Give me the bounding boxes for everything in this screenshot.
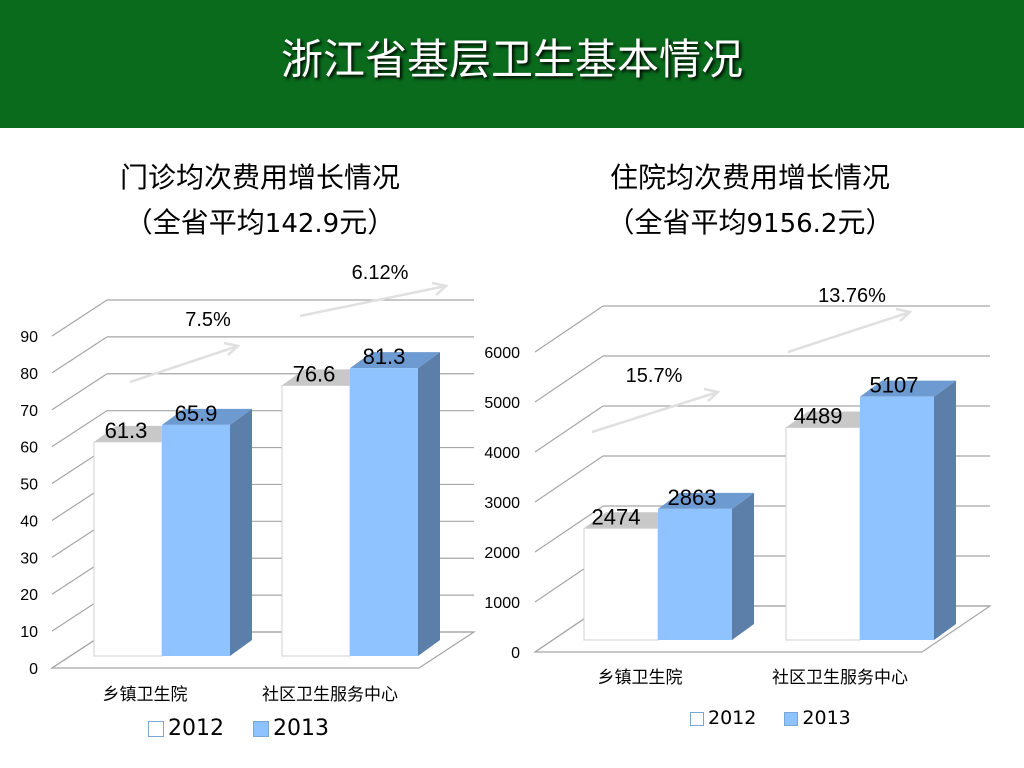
chart-1-y-tick-label: 50: [20, 477, 38, 494]
chart-2-growth-arrowhead: [895, 307, 913, 322]
chart-1-y-tick-label: 0: [29, 661, 38, 678]
chart-2-floor: [533, 605, 992, 653]
chart-2-growth-arrow: [787, 310, 911, 354]
chart-1-bar-2013-label: 65.9: [175, 401, 218, 426]
chart-1-bar-2012-top: [282, 369, 372, 386]
chart-2-y-tick-label: 4000: [484, 445, 520, 462]
chart-2-grid-slant: [534, 505, 604, 553]
chart-1-growth-annotation: 6.12%: [352, 262, 409, 284]
chart-1-grid-slant: [51, 373, 108, 411]
legend-swatch-2012: [148, 721, 164, 737]
chart-1-y-tick-label: 60: [20, 440, 38, 457]
chart-1-floor: [49, 631, 477, 669]
chart-2-bar-2012-top: [786, 411, 882, 428]
chart-2-growth-annotation: 15.7%: [626, 365, 683, 387]
chart-2-growth-annotation: 13.76%: [818, 285, 886, 307]
chart-2-y-tick-label: 3000: [484, 495, 520, 512]
chart-2-y-tick-label: 6000: [484, 345, 520, 362]
chart-1-y-tick-label: 70: [20, 403, 38, 420]
chart-1-grid-slant: [51, 336, 108, 374]
chart-2-grid-slant: [534, 455, 604, 503]
chart-1-subtitle: （全省平均142.9元）: [124, 206, 396, 239]
chart-1-bar-2013: [350, 368, 418, 656]
chart-1-bar-2012-label: 76.6: [293, 361, 336, 386]
chart-1-bar-2012: [281, 384, 351, 657]
chart-2-bar-2013-top: [658, 492, 754, 509]
chart-2-x-category-label: 社区卫生服务中心: [772, 668, 908, 688]
chart-1-growth-arrowhead: [431, 281, 449, 296]
chart-1-y-tick-label: 90: [20, 329, 38, 346]
legend-swatch-2013: [253, 721, 269, 737]
chart-2-bar-2013-label: 5107: [870, 373, 919, 398]
chart-1-bar-2013-side: [418, 352, 440, 656]
legend-swatch-2013: [784, 711, 799, 726]
chart-2-y-tick-label: 5000: [484, 395, 520, 412]
chart-1-bar-2012-top: [94, 425, 184, 442]
chart-1-bar-2012-label: 61.3: [105, 418, 148, 443]
chart-2-bar-2013: [658, 508, 732, 640]
chart-2-bar-2013: [860, 396, 934, 640]
title-banner: [0, 0, 1024, 128]
chart-2-growth-arrow: [591, 390, 719, 434]
chart-1-x-category-label: 乡镇卫生院: [103, 685, 188, 705]
chart-1-grid-slant: [51, 299, 108, 337]
chart-2-y-tick-label: 2000: [484, 545, 520, 562]
slide-title: 浙江省基层卫生基本情况: [280, 35, 743, 84]
chart-2-y-tick-label: 1000: [484, 595, 520, 612]
chart-1-growth-annotation: 7.5%: [185, 309, 231, 331]
chart-2-title: 住院均次费用增长情况: [609, 161, 890, 194]
chart-2-y-tick-label: 0: [511, 645, 520, 662]
legend-item-2012: 2012: [148, 716, 224, 741]
legend-item-2012: 2012: [690, 707, 756, 729]
chart-1-y-tick-label: 40: [20, 513, 38, 530]
legend-swatch-2012: [690, 711, 704, 726]
chart-1-bar-2012: [93, 441, 163, 657]
chart-2-bar-2012: [785, 427, 861, 641]
chart-1-title: 门诊均次费用增长情况: [119, 161, 400, 194]
chart-2-bar-2013-label: 2863: [668, 485, 717, 510]
chart-2-bar-2013-side: [732, 492, 754, 640]
chart-1-bar-2013-top: [162, 408, 252, 425]
chart-2-bar-2013-top: [860, 380, 956, 397]
chart-2-bar-2013-side: [934, 380, 956, 640]
chart-2-legend: 2012 2013: [690, 707, 873, 729]
legend-item-2013: 2013: [784, 707, 851, 729]
chart-1-y-tick-label: 80: [20, 366, 38, 383]
chart-1-bar-2013-label: 81.3: [363, 344, 406, 369]
chart-1-bar-2013: [162, 424, 230, 656]
chart-1-grid-slant: [51, 410, 108, 448]
chart-2-growth-arrowhead: [703, 387, 721, 402]
chart-2-subtitle: （全省平均9156.2元）: [606, 206, 894, 239]
chart-1-y-tick-label: 30: [20, 550, 38, 567]
chart-2-grid-slant: [534, 305, 604, 353]
chart-2-grid-slant: [534, 405, 604, 453]
chart-1-x-category-label: 社区卫生服务中心: [262, 685, 398, 705]
chart-1-bar-2013-top: [350, 352, 440, 369]
chart-2-bar-2012-top: [584, 512, 680, 529]
chart-1-growth-arrow: [129, 344, 239, 384]
legend-item-2013: 2013: [253, 716, 329, 741]
chart-1-y-tick-label: 10: [20, 624, 38, 641]
chart-1-legend: 2012 2013: [148, 716, 351, 741]
chart-2-bar-2012-label: 4489: [794, 404, 843, 429]
chart-1-y-tick-label: 20: [20, 587, 38, 604]
chart-1-bar-2013-side: [230, 408, 252, 656]
chart-2-grid-slant: [534, 355, 604, 403]
chart-2-bar-2012: [583, 527, 659, 641]
chart-2-bar-2012-label: 2474: [592, 504, 641, 529]
chart-2-x-category-label: 乡镇卫生院: [598, 668, 683, 688]
chart-1-growth-arrowhead: [223, 341, 241, 356]
chart-1-growth-arrow: [299, 284, 447, 318]
